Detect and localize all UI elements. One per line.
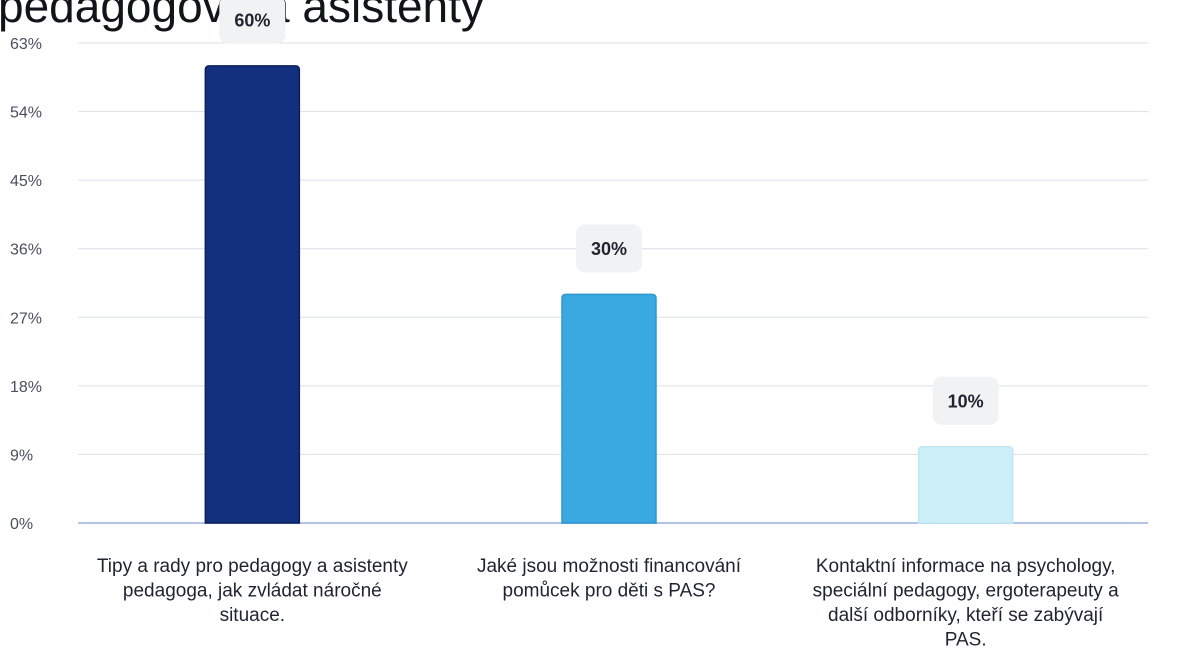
data-label: 30% xyxy=(591,239,627,259)
y-tick-label: 36% xyxy=(10,242,42,259)
y-tick-label: 9% xyxy=(10,447,33,464)
y-tick-label: 27% xyxy=(10,310,42,327)
data-label: 10% xyxy=(948,391,984,411)
bar xyxy=(561,293,657,524)
data-label-badge xyxy=(932,376,999,425)
bar xyxy=(917,446,1014,524)
y-tick-label: 0% xyxy=(10,516,33,533)
y-axis-ticks: 0% 9% 18% 27% 36% 45% 54% 63% xyxy=(10,36,42,533)
data-labels: 60% 30% 10% xyxy=(219,0,999,425)
bars xyxy=(204,65,1014,524)
category-label: Jaké jsou možnosti financování pomůcek pr… xyxy=(477,556,742,602)
data-label: 60% xyxy=(234,10,270,30)
category-label: Tipy a rady pro pedagogy a asistenty peda… xyxy=(97,556,408,626)
category-labels: Tipy a rady pro pedagogy a asistenty peda… xyxy=(97,556,1119,651)
data-label-badge xyxy=(219,0,286,44)
y-tick-label: 18% xyxy=(10,379,42,396)
y-tick-label: 54% xyxy=(10,105,42,122)
y-tick-label: 63% xyxy=(10,36,42,53)
data-label-badge xyxy=(576,224,642,273)
category-label: Kontaktní informace na psychology, speciá… xyxy=(813,556,1119,651)
y-tick-label: 45% xyxy=(10,173,42,190)
bar xyxy=(204,65,301,524)
